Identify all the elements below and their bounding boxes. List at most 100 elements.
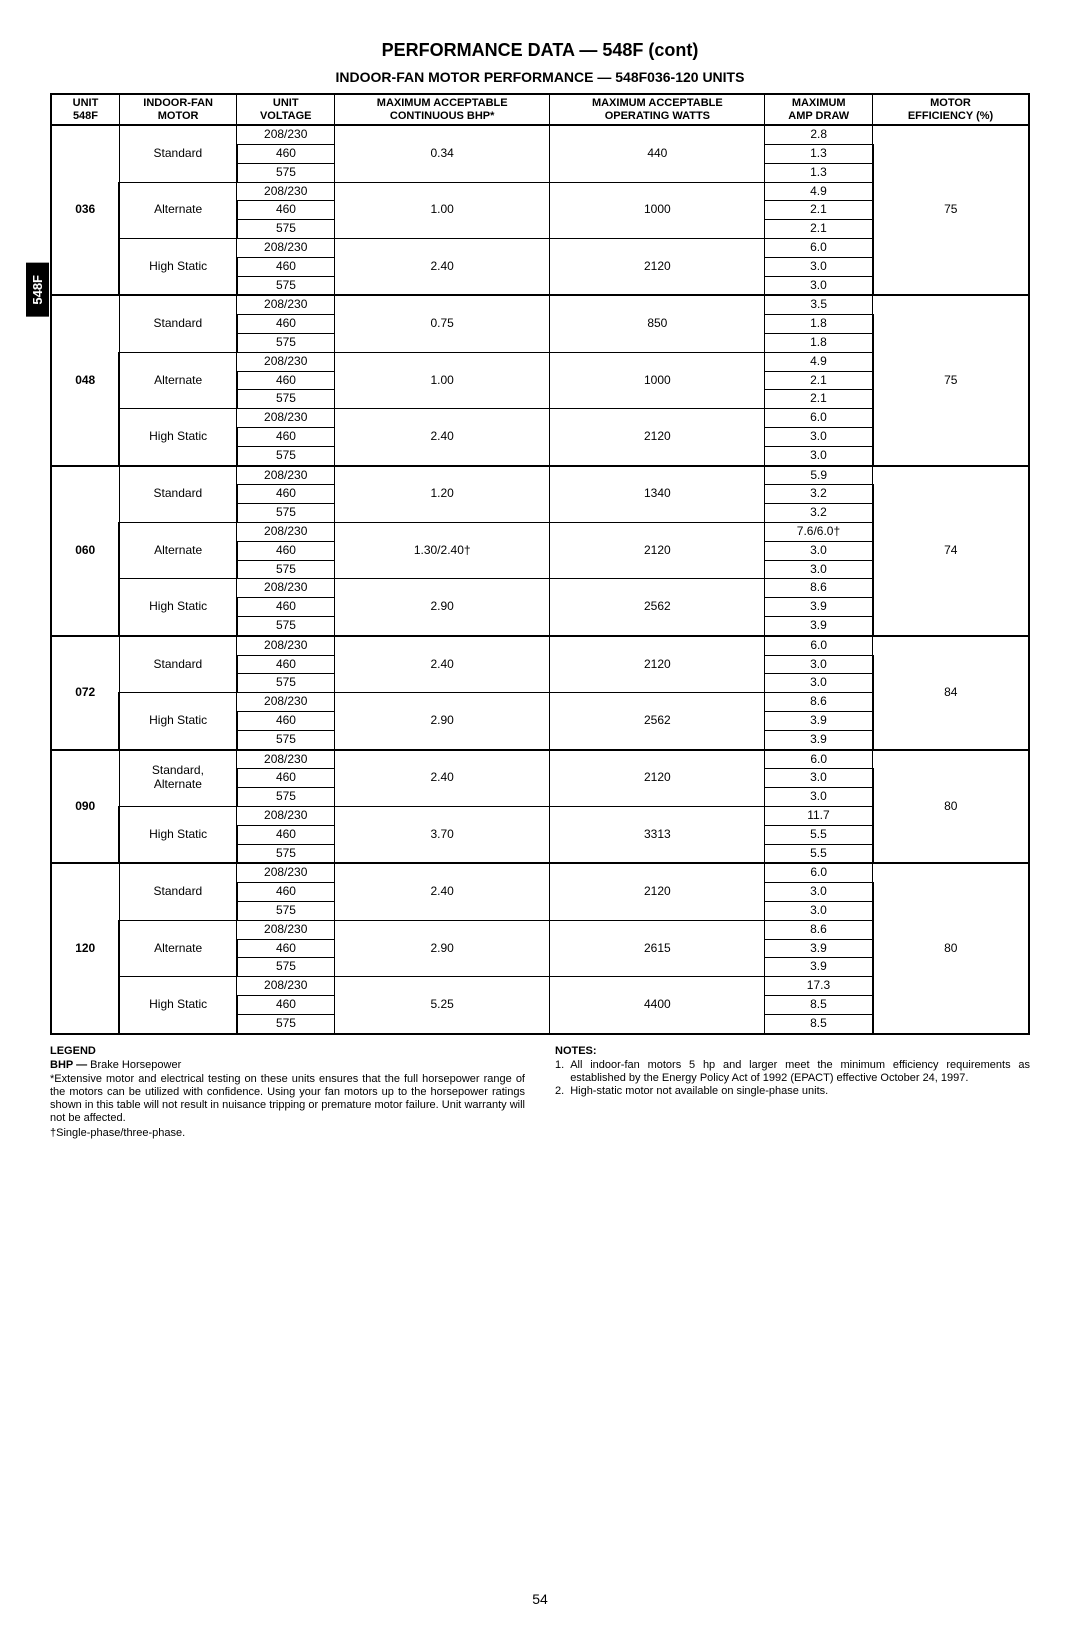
voltage-cell: 575 [237, 276, 335, 295]
bhp-cell: 1.00 [335, 182, 550, 238]
voltage-cell: 208/230 [237, 863, 335, 882]
amp-cell: 4.9 [765, 182, 873, 201]
voltage-cell: 575 [237, 788, 335, 807]
voltage-cell: 575 [237, 163, 335, 182]
bhp-cell: 1.20 [335, 466, 550, 523]
motor-cell: Alternate [119, 352, 236, 408]
footer: LEGEND BHP — Brake Horsepower *Extensive… [50, 1043, 1030, 1142]
motor-cell: Alternate [119, 182, 236, 238]
voltage-cell: 208/230 [237, 693, 335, 712]
bhp-cell: 5.25 [335, 977, 550, 1034]
voltage-cell: 208/230 [237, 750, 335, 769]
bhp-cell: 2.40 [335, 863, 550, 920]
amp-cell: 3.9 [765, 711, 873, 730]
watts-cell: 2615 [550, 920, 765, 976]
watts-cell: 2562 [550, 693, 765, 750]
legend-dagger-note: †Single-phase/three-phase. [50, 1127, 525, 1139]
motor-cell: High Static [119, 239, 236, 296]
voltage-cell: 460 [237, 428, 335, 447]
voltage-cell: 460 [237, 541, 335, 560]
voltage-cell: 575 [237, 446, 335, 465]
notes-column: NOTES: 1.All indoor-fan motors 5 hp and … [555, 1043, 1030, 1142]
voltage-cell: 460 [237, 201, 335, 220]
voltage-cell: 460 [237, 655, 335, 674]
motor-cell: High Static [119, 693, 236, 750]
amp-cell: 7.6/6.0† [765, 523, 873, 542]
voltage-cell: 460 [237, 371, 335, 390]
amp-cell: 8.6 [765, 920, 873, 939]
amp-cell: 6.0 [765, 863, 873, 882]
motor-cell: Alternate [119, 523, 236, 579]
efficiency-cell: 75 [873, 295, 1030, 465]
amp-cell: 11.7 [765, 806, 873, 825]
amp-cell: 3.0 [765, 674, 873, 693]
voltage-cell: 460 [237, 939, 335, 958]
amp-cell: 3.9 [765, 730, 873, 749]
amp-cell: 8.6 [765, 579, 873, 598]
amp-cell: 3.0 [765, 276, 873, 295]
amp-cell: 3.0 [765, 655, 873, 674]
voltage-cell: 575 [237, 220, 335, 239]
amp-cell: 3.9 [765, 939, 873, 958]
amp-cell: 3.0 [765, 788, 873, 807]
voltage-cell: 460 [237, 825, 335, 844]
bhp-cell: 2.40 [335, 636, 550, 693]
page-number: 54 [50, 1591, 1030, 1607]
amp-cell: 2.1 [765, 220, 873, 239]
amp-cell: 3.5 [765, 295, 873, 314]
table-header: UNIT548F [51, 94, 119, 125]
motor-cell: Standard [119, 636, 236, 693]
amp-cell: 6.0 [765, 239, 873, 258]
bhp-cell: 2.40 [335, 409, 550, 466]
motor-cell: High Static [119, 409, 236, 466]
voltage-cell: 575 [237, 730, 335, 749]
voltage-cell: 460 [237, 711, 335, 730]
table-header: INDOOR-FANMOTOR [119, 94, 236, 125]
note-item: 2.High-static motor not available on sin… [555, 1085, 1030, 1098]
voltage-cell: 460 [237, 485, 335, 504]
unit-cell: 090 [51, 750, 119, 864]
watts-cell: 2562 [550, 579, 765, 636]
voltage-cell: 460 [237, 995, 335, 1014]
voltage-cell: 460 [237, 769, 335, 788]
bhp-cell: 0.34 [335, 125, 550, 182]
table-header: UNITVOLTAGE [237, 94, 335, 125]
voltage-cell: 575 [237, 674, 335, 693]
voltage-cell: 208/230 [237, 239, 335, 258]
legend-bhp-def: Brake Horsepower [90, 1059, 181, 1071]
voltage-cell: 208/230 [237, 182, 335, 201]
watts-cell: 3313 [550, 806, 765, 863]
voltage-cell: 208/230 [237, 806, 335, 825]
voltage-cell: 208/230 [237, 579, 335, 598]
efficiency-cell: 80 [873, 750, 1030, 864]
amp-cell: 6.0 [765, 750, 873, 769]
voltage-cell: 460 [237, 315, 335, 334]
voltage-cell: 575 [237, 844, 335, 863]
amp-cell: 3.0 [765, 560, 873, 579]
amp-cell: 2.1 [765, 201, 873, 220]
amp-cell: 2.1 [765, 371, 873, 390]
amp-cell: 2.8 [765, 125, 873, 144]
voltage-cell: 575 [237, 617, 335, 636]
side-tab: 548F [26, 263, 49, 317]
legend-title: LEGEND [50, 1045, 96, 1057]
watts-cell: 440 [550, 125, 765, 182]
amp-cell: 3.2 [765, 485, 873, 504]
unit-cell: 060 [51, 466, 119, 636]
motor-cell: High Static [119, 806, 236, 863]
amp-cell: 3.9 [765, 617, 873, 636]
watts-cell: 2120 [550, 523, 765, 579]
voltage-cell: 208/230 [237, 466, 335, 485]
bhp-cell: 2.90 [335, 920, 550, 976]
voltage-cell: 208/230 [237, 295, 335, 314]
efficiency-cell: 75 [873, 125, 1030, 295]
voltage-cell: 460 [237, 257, 335, 276]
table-header: MAXIMUM ACCEPTABLECONTINUOUS BHP* [335, 94, 550, 125]
voltage-cell: 460 [237, 598, 335, 617]
amp-cell: 8.5 [765, 995, 873, 1014]
motor-cell: Standard [119, 125, 236, 182]
voltage-cell: 460 [237, 883, 335, 902]
bhp-cell: 2.90 [335, 579, 550, 636]
page-title: PERFORMANCE DATA — 548F (cont) [50, 40, 1030, 61]
efficiency-cell: 74 [873, 466, 1030, 636]
